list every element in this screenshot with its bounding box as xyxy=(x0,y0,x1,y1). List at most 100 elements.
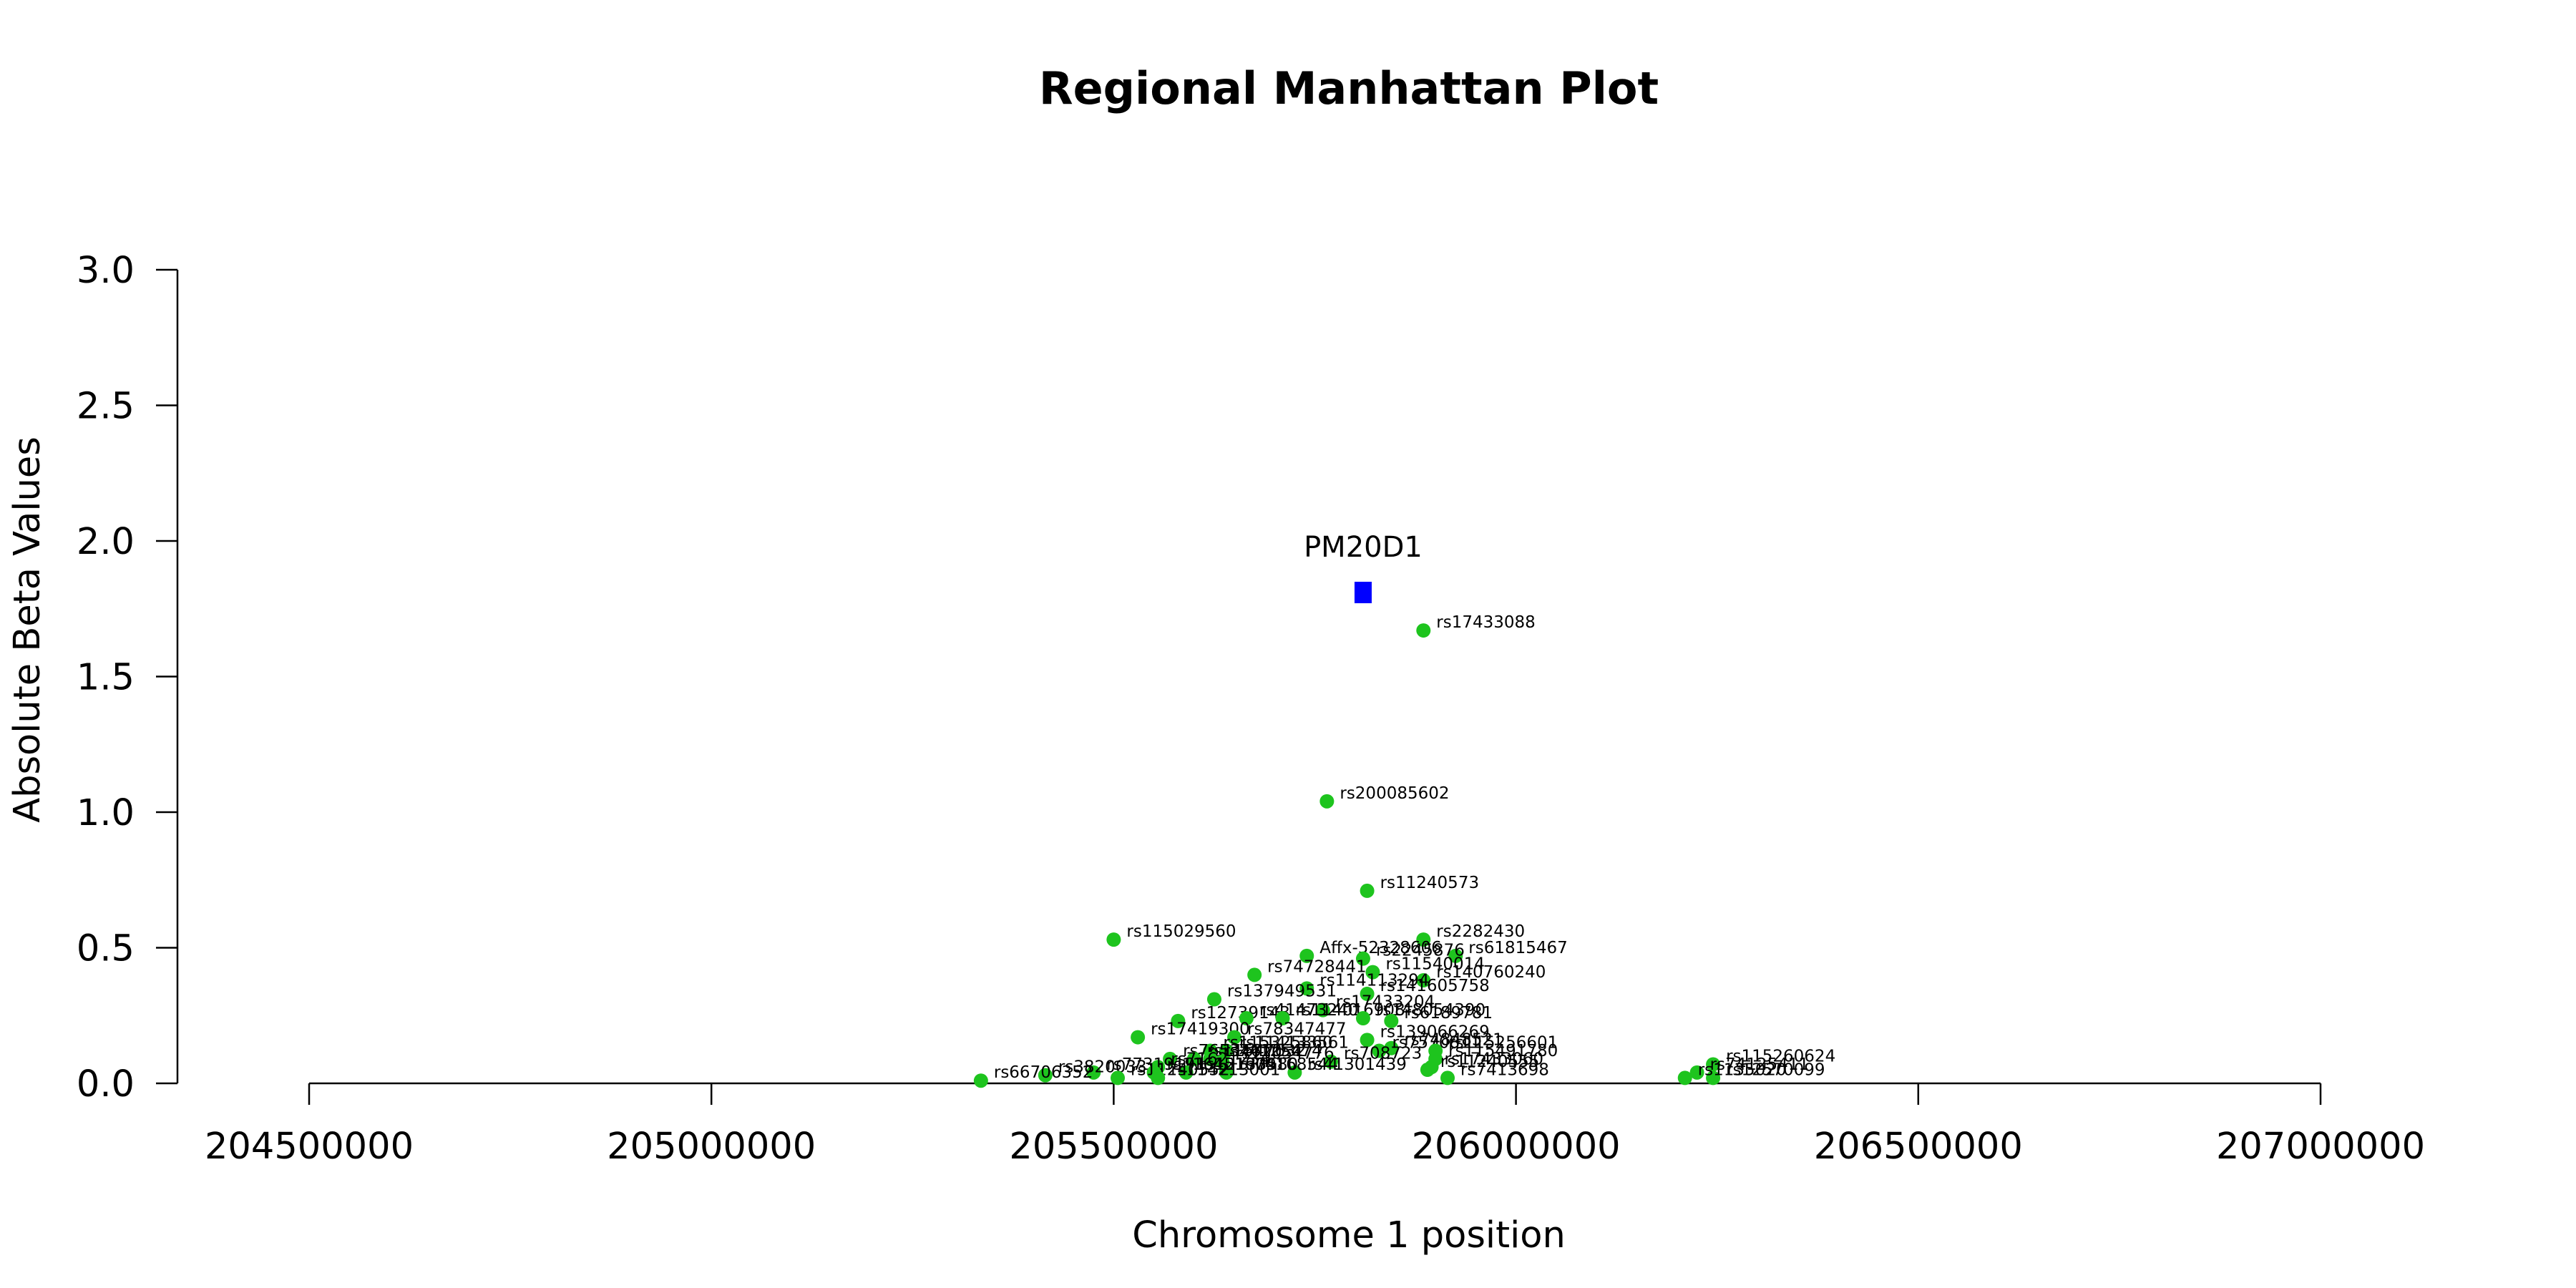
snp-point xyxy=(1038,1068,1053,1083)
snp-label: rs115325860 xyxy=(1223,1034,1332,1053)
snp-label: rs66706352 xyxy=(994,1063,1093,1082)
snp-point xyxy=(1239,1011,1254,1026)
snp-label: rs115256601 xyxy=(1448,1034,1558,1053)
snp-label: rs17433088 xyxy=(1436,613,1536,632)
snp-label: rs140760240 xyxy=(1436,963,1546,982)
snp-point xyxy=(1179,1065,1194,1080)
snp-point xyxy=(1384,1013,1399,1028)
snp-label: rs137949531 xyxy=(1227,982,1337,1001)
snp-point xyxy=(1299,948,1314,963)
snp-point xyxy=(1689,1065,1704,1080)
snp-point xyxy=(1355,951,1370,966)
snp-point xyxy=(1151,1070,1166,1085)
snp-label: rs17433204 xyxy=(1336,993,1435,1012)
snp-point xyxy=(1086,1065,1101,1080)
snp-point xyxy=(1319,794,1335,809)
snp-label: rs74728441 xyxy=(1267,957,1367,976)
snp-point xyxy=(1219,1043,1234,1058)
y-ticks: 0.0 0.5 1.0 1.5 2.0 2.5 3.0 xyxy=(77,250,177,1106)
snp-point xyxy=(1227,1030,1242,1045)
snp-point xyxy=(1420,1063,1435,1078)
snp-point xyxy=(973,1073,988,1088)
x-tick-label: 204500000 xyxy=(205,1126,414,1168)
snp-label: Affx-52328606 xyxy=(1319,939,1442,957)
snp-point xyxy=(1287,1065,1302,1080)
x-tick-label: 206500000 xyxy=(1814,1126,2023,1168)
snp-point xyxy=(1219,1065,1234,1080)
snp-point xyxy=(1131,1030,1146,1045)
y-tick-label: 0.0 xyxy=(77,1063,135,1106)
snp-point xyxy=(1677,1070,1692,1085)
x-tick-label: 206000000 xyxy=(1412,1126,1621,1168)
x-tick-label: 205000000 xyxy=(607,1126,816,1168)
snp-label: rs2245876 xyxy=(1376,942,1465,960)
snp-label: rs74848521 xyxy=(1404,1031,1503,1050)
x-axis-label: Chromosome 1 position xyxy=(1132,1214,1566,1257)
snp-label: rs115260624 xyxy=(1726,1047,1835,1065)
snp-point xyxy=(1416,932,1431,947)
snp-label: rs114213001 xyxy=(1171,1060,1280,1079)
snp-label: rs11240555 xyxy=(1440,1053,1540,1071)
y-tick-label: 3.0 xyxy=(77,250,135,292)
gene-markers: PM20D1 xyxy=(1304,531,1423,604)
snp-label: rs74168544 xyxy=(1239,1055,1339,1074)
snp-point xyxy=(1360,883,1375,898)
snp-point xyxy=(1360,986,1375,1001)
y-tick-label: 1.0 xyxy=(77,792,135,834)
snp-point xyxy=(1163,1051,1178,1066)
snp-label: rs12133580 xyxy=(1199,1055,1299,1074)
snp-label: rs1135020 xyxy=(1698,1060,1787,1079)
x-tick-label: 207000000 xyxy=(2216,1126,2425,1168)
snp-point xyxy=(1215,1054,1230,1069)
y-tick-label: 2.0 xyxy=(77,521,135,563)
x-tick-label: 205500000 xyxy=(1009,1126,1218,1168)
snp-label: rs17433060 xyxy=(1445,1050,1544,1068)
snp-label: rs11240573 xyxy=(1380,874,1480,892)
y-tick-label: 1.5 xyxy=(77,657,135,699)
snp-point xyxy=(1384,1040,1399,1055)
snp-label: rs74125411 xyxy=(1710,1055,1810,1074)
snp-point xyxy=(1111,1070,1126,1085)
snp-point xyxy=(1206,992,1221,1007)
gene-marker xyxy=(1354,582,1372,604)
snp-point xyxy=(1360,1033,1375,1048)
chart-title: Regional Manhattan Plot xyxy=(1039,62,1659,114)
snp-point xyxy=(1203,1051,1218,1066)
snp-point xyxy=(1416,623,1431,638)
snp-label: rs114113294 xyxy=(1319,971,1429,990)
snp-point xyxy=(1275,1011,1290,1026)
snp-point xyxy=(1706,1070,1721,1085)
x-ticks: 204500000 205000000 205500000 206000000 2065… xyxy=(205,1083,2425,1168)
snp-label: rs708723 xyxy=(1344,1045,1422,1063)
y-axis-label: Absolute Beta Values xyxy=(6,436,49,823)
snp-point xyxy=(1186,1051,1201,1066)
snp-point xyxy=(1448,948,1463,963)
snp-label: rs61815467 xyxy=(1468,939,1568,957)
snp-point xyxy=(1372,1043,1387,1058)
snp-label: rs141605758 xyxy=(1380,977,1490,995)
snp-point xyxy=(1416,972,1431,987)
snp-point xyxy=(1323,1054,1338,1069)
snp-label: rs11540014 xyxy=(1385,955,1485,974)
snp-label: rs7413698 xyxy=(1460,1060,1549,1079)
snp-label: rs73054776 xyxy=(1235,1045,1335,1063)
snp-label: rs71621234 xyxy=(1171,1050,1270,1068)
snp-label: rs6189781 xyxy=(1404,1004,1493,1023)
snp-label: rs115029560 xyxy=(1126,922,1236,941)
snp-label: rs139066269 xyxy=(1380,1023,1490,1041)
snp-label: rs2282430 xyxy=(1436,922,1525,941)
snp-point xyxy=(1299,981,1314,996)
gene-label: PM20D1 xyxy=(1304,531,1423,564)
snp-point xyxy=(1706,1057,1721,1072)
snp-point xyxy=(1355,1011,1370,1026)
snp-label: rs3820033 xyxy=(1058,1058,1147,1077)
snp-label: rs12570099 xyxy=(1726,1060,1825,1079)
snp-point xyxy=(1247,967,1262,982)
snp-point xyxy=(1171,1013,1186,1028)
snp-point xyxy=(1365,965,1380,980)
snp-label: rs200085602 xyxy=(1340,784,1449,803)
snp-point xyxy=(1315,1002,1330,1018)
snp-point xyxy=(1440,1070,1455,1085)
snp-label: rs114133561 xyxy=(1239,1034,1349,1053)
